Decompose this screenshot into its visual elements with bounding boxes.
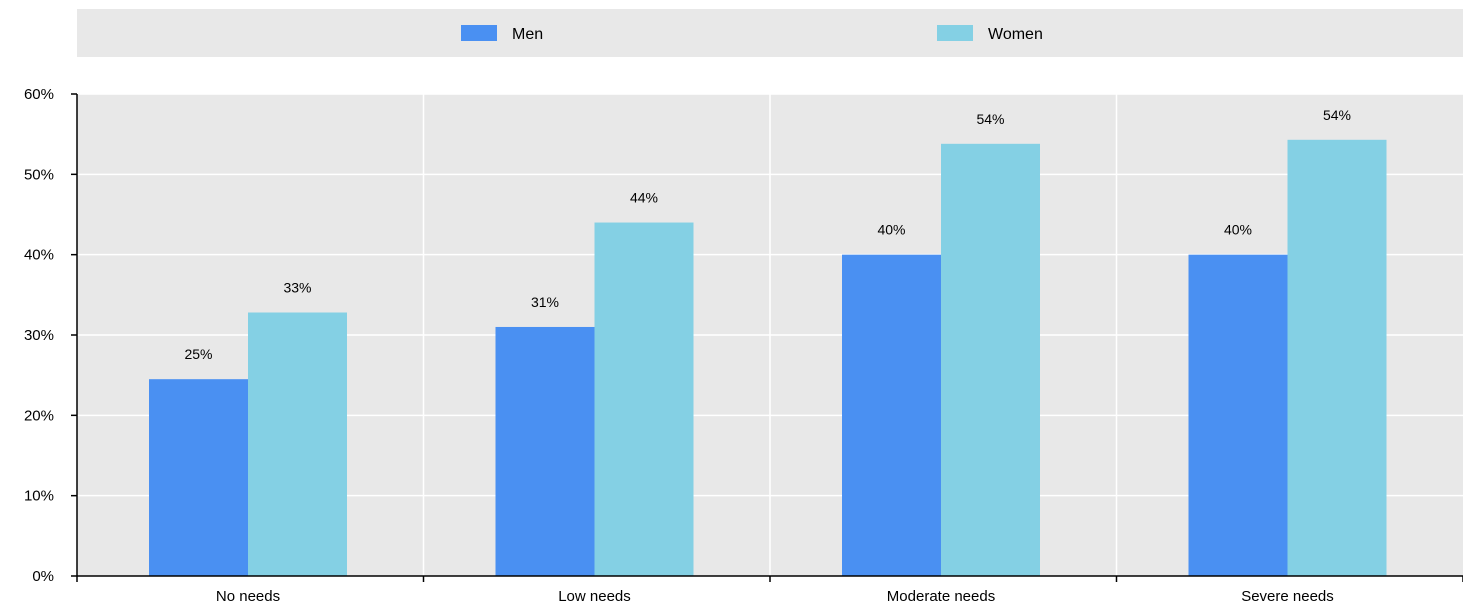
legend-swatch-women [937, 25, 973, 41]
legend-box [77, 9, 1463, 57]
bar-women-0 [248, 312, 347, 576]
data-label-women-2: 54% [976, 111, 1004, 127]
data-label-men-0: 25% [184, 346, 212, 362]
data-label-women-3: 54% [1323, 107, 1351, 123]
legend: Men Women [461, 25, 1043, 43]
legend-label-women: Women [988, 26, 1043, 43]
bars [149, 139, 1387, 577]
x-tick-label-0: No needs [216, 588, 280, 605]
bar-men-3 [1188, 254, 1288, 576]
data-label-men-3: 40% [1224, 222, 1252, 238]
y-tick-label-6: 60% [24, 86, 54, 103]
y-tick-label-3: 30% [24, 327, 54, 344]
y-tick-label-2: 20% [24, 407, 54, 424]
y-tick-label-4: 40% [24, 247, 54, 264]
data-label-men-1: 31% [531, 294, 559, 310]
bar-women-3 [1287, 139, 1387, 577]
y-tick-label-1: 10% [24, 488, 54, 505]
bar-men-1 [495, 326, 595, 576]
bar-men-0 [149, 379, 248, 576]
bar-men-2 [842, 254, 941, 576]
data-label-men-2: 40% [877, 222, 905, 238]
y-tick-label-5: 50% [24, 166, 54, 183]
data-labels: 25% 33% 31% 44% 40% 54% 40% 54% [184, 107, 1351, 362]
x-tick-label-1: Low needs [558, 588, 631, 605]
legend-swatch-men [461, 25, 497, 41]
bar-women-1 [594, 222, 694, 577]
x-tick-label-2: Moderate needs [887, 588, 995, 605]
data-label-women-0: 33% [283, 280, 311, 296]
x-tick-label-3: Severe needs [1241, 588, 1334, 605]
bar-women-2 [941, 143, 1040, 576]
y-tick-label-0: 0% [32, 568, 54, 585]
axes: 0% 10% 20% 30% 40% 50% 60% No needs Low needs Mod… [24, 86, 1463, 605]
data-label-women-1: 44% [630, 190, 658, 206]
legend-label-men: Men [512, 26, 543, 43]
